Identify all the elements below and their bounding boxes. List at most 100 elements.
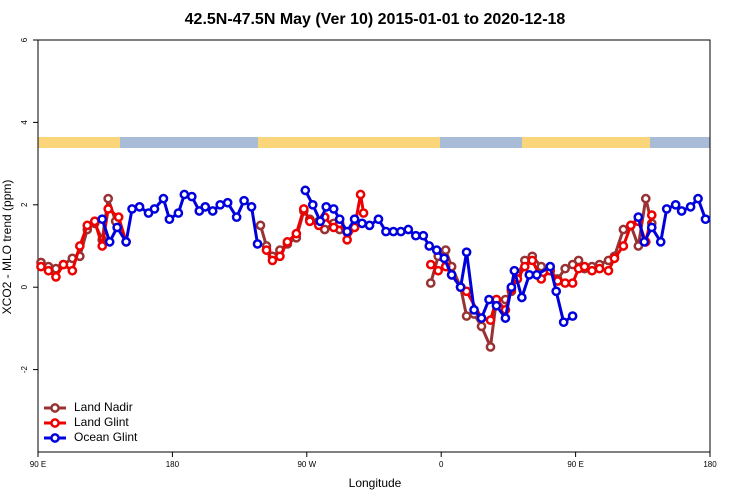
data-point (207, 206, 218, 216)
data-point (431, 245, 442, 255)
data-point (484, 294, 494, 305)
data-point (476, 313, 487, 323)
data-point (670, 199, 681, 210)
data-point (222, 197, 233, 208)
data-point (82, 220, 93, 231)
data-point (121, 237, 131, 247)
data-point (381, 226, 391, 237)
data-point (74, 241, 85, 251)
data-point (461, 311, 472, 321)
data-point (300, 185, 311, 196)
legend-label: Land Nadir (74, 400, 133, 414)
data-point (485, 342, 496, 352)
data-point (676, 206, 687, 216)
data-point (646, 210, 657, 220)
data-point (134, 202, 145, 212)
x-tick-label: 90 W (297, 460, 316, 469)
data-point (239, 195, 249, 206)
data-point (418, 230, 429, 241)
data-point (655, 237, 666, 247)
data-point (342, 234, 352, 245)
data-point (267, 255, 278, 266)
data-point (89, 216, 100, 227)
data-point (334, 214, 345, 225)
data-point (506, 282, 517, 293)
data-point (536, 261, 547, 272)
data-point (349, 214, 360, 225)
chart-title: 42.5N-47.5N May (Ver 10) 2015-01-01 to 2… (185, 11, 566, 28)
x-tick-label: 90 E (30, 460, 46, 469)
data-point (509, 265, 520, 276)
data-point (355, 189, 366, 200)
data-point (97, 241, 108, 251)
x-tick-label: 180 (703, 460, 717, 469)
data-point (298, 204, 309, 214)
data-point (43, 265, 54, 276)
legend-label: Land Glint (74, 415, 129, 429)
data-point (567, 311, 578, 321)
data-point (461, 247, 472, 258)
data-point (594, 263, 605, 274)
data-point (291, 228, 302, 239)
x-tick-label: 90 E (567, 460, 583, 469)
data-point (51, 272, 61, 282)
data-point (173, 208, 184, 218)
data-point (58, 259, 69, 270)
data-point (342, 226, 352, 237)
land-sea-band (38, 137, 710, 148)
data-point (246, 202, 257, 212)
legend-marker (50, 433, 60, 443)
data-point (36, 261, 46, 272)
y-tick-label: -2 (20, 365, 29, 373)
data-point (639, 237, 650, 247)
data-point (396, 226, 406, 237)
data-point (255, 220, 266, 231)
data-point (476, 321, 487, 332)
data-point (261, 245, 272, 255)
data-point (685, 202, 696, 212)
data-point (328, 204, 339, 214)
data-point (551, 286, 562, 297)
legend-marker (50, 403, 60, 413)
data-point (307, 199, 318, 210)
data-point (516, 292, 527, 303)
data-point (700, 214, 711, 225)
data-point (315, 216, 326, 227)
data-point (282, 237, 293, 247)
data-point (433, 265, 444, 276)
legend-marker (50, 418, 60, 428)
data-point (425, 278, 436, 288)
data-point (531, 269, 542, 280)
data-point (373, 214, 384, 225)
data-point (646, 222, 657, 233)
data-point (626, 220, 636, 231)
data-point (113, 212, 124, 223)
data-point (558, 317, 569, 328)
ocean-segment (650, 137, 710, 148)
data-point (186, 191, 197, 202)
data-point (179, 189, 190, 200)
data-point (158, 193, 169, 204)
data-point (388, 226, 399, 237)
data-point (500, 313, 511, 323)
data-point (104, 237, 115, 247)
data-point (410, 230, 421, 241)
data-point (661, 204, 672, 214)
data-point (633, 212, 644, 223)
data-point (103, 204, 114, 214)
ocean-segment (120, 137, 258, 148)
y-tick-label: 0 (20, 284, 29, 289)
data-point (640, 193, 651, 204)
data-point (67, 265, 78, 276)
land-segment (38, 137, 120, 148)
plot-frame (37, 39, 711, 453)
data-point (469, 305, 479, 315)
data-point (103, 193, 114, 204)
data-point (358, 208, 369, 218)
ocean-segment (440, 137, 522, 148)
data-point (618, 224, 629, 235)
data-point (579, 261, 590, 272)
legend-label: Ocean Glint (74, 430, 138, 444)
y-tick-label: 4 (20, 120, 29, 125)
